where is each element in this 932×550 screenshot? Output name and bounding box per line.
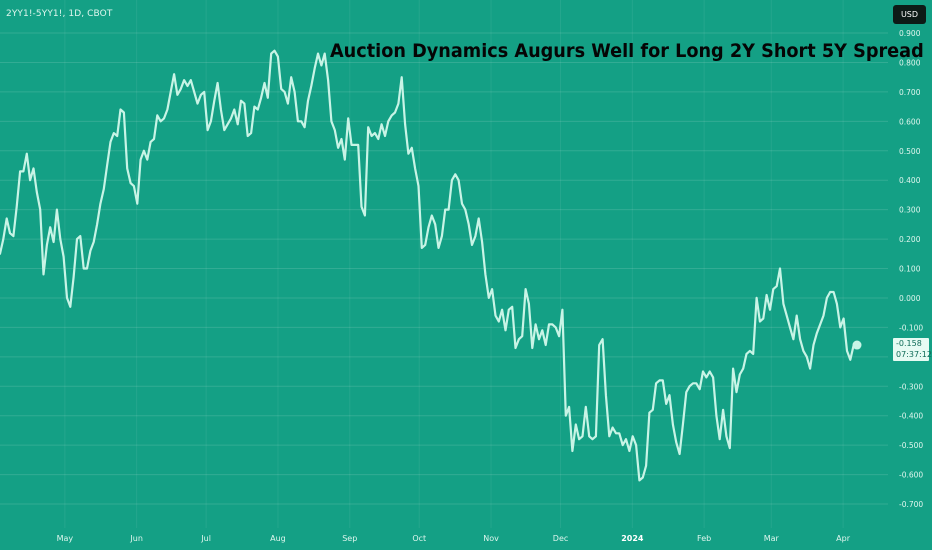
- price-axis: 0.900 0.800 0.700 0.600 0.500 0.400 0.300 0.200…: [899, 29, 923, 509]
- y-tick-label: 0.700: [899, 88, 921, 97]
- y-tick-label: -0.300: [899, 382, 923, 391]
- y-tick-label: 0.800: [899, 58, 921, 67]
- x-tick-label: 2024: [621, 534, 644, 543]
- last-price-marker: [852, 340, 862, 350]
- x-tick-label: Dec: [553, 534, 568, 543]
- last-price-label: -0.158 07:37:12: [893, 338, 932, 361]
- spread-series-line: [0, 49, 859, 482]
- y-tick-label: 0.200: [899, 235, 921, 244]
- x-tick-label: Nov: [483, 534, 499, 543]
- y-tick-label: 0.300: [899, 206, 921, 215]
- y-tick-label: 0.400: [899, 176, 921, 185]
- x-tick-label: Sep: [342, 534, 357, 543]
- x-tick-label: May: [57, 534, 74, 543]
- y-tick-label: 0.600: [899, 117, 921, 126]
- y-tick-label: -0.500: [899, 441, 923, 450]
- time-axis: May Jun Jul Aug Sep Oct Nov Dec 2024 Feb Mar Apr: [57, 534, 851, 543]
- y-tick-label: -0.600: [899, 471, 923, 480]
- x-tick-label: Apr: [836, 534, 851, 543]
- countdown-timer: 07:37:12: [896, 350, 932, 359]
- y-tick-label: 0.500: [899, 147, 921, 156]
- gridlines: [0, 0, 888, 528]
- symbol-label[interactable]: 2YY1!-5YY1!, 1D, CBOT: [6, 9, 113, 19]
- y-tick-label: -0.400: [899, 412, 923, 421]
- x-tick-label: Oct: [412, 534, 426, 543]
- y-tick-label: -0.700: [899, 500, 923, 509]
- last-price-value: -0.158: [896, 339, 922, 348]
- x-tick-label: Mar: [764, 534, 780, 543]
- y-tick-label: -0.100: [899, 323, 923, 332]
- chart-title: Auction Dynamics Augurs Well for Long 2Y…: [330, 40, 924, 62]
- x-tick-label: Feb: [697, 534, 711, 543]
- currency-button[interactable]: USD: [893, 5, 926, 24]
- y-tick-label: 0.000: [899, 294, 921, 303]
- x-tick-label: Jun: [129, 534, 143, 543]
- x-tick-label: Jul: [200, 534, 211, 543]
- y-tick-label: 0.900: [899, 29, 921, 38]
- x-tick-label: Aug: [270, 534, 286, 543]
- y-tick-label: 0.100: [899, 265, 921, 274]
